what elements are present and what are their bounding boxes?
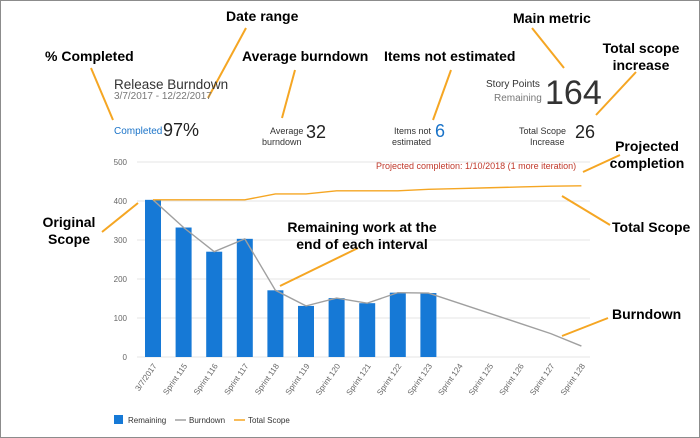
x-tick-label: Sprint 117 — [222, 362, 250, 397]
y-tick-label: 200 — [114, 275, 128, 284]
x-tick-label: Sprint 121 — [345, 362, 374, 397]
callout-projected-completion: Projected completion — [609, 138, 685, 171]
not-estimated-label-1: Items not — [394, 126, 432, 136]
x-tick-label: Sprint 126 — [498, 362, 527, 397]
callout-arrow — [279, 247, 359, 287]
main-metric-label-2: Remaining — [494, 93, 542, 104]
remaining-bar — [236, 238, 253, 357]
callout-arrow — [561, 195, 611, 226]
x-tick-label: Sprint 124 — [436, 362, 465, 397]
callout-burndown: Burndown — [612, 306, 682, 322]
callout-date-range: Date range — [226, 8, 299, 24]
y-tick-label: 100 — [114, 314, 128, 323]
scope-increase-label-2: Increase — [530, 137, 565, 147]
remaining-bar — [389, 292, 406, 357]
projected-completion: Projected completion: 1/10/2018 (1 more … — [376, 161, 577, 171]
y-tick-label: 300 — [114, 236, 128, 245]
main-metric-label-1: Story Points — [486, 79, 540, 90]
callout-arrow — [582, 154, 621, 173]
x-tick-label: Sprint 128 — [559, 362, 588, 397]
legend-burndown-label: Burndown — [189, 416, 225, 425]
burndown-line — [152, 199, 582, 347]
completed-label: Completed — [114, 126, 163, 137]
legend: Remaining Burndown Total Scope — [114, 415, 290, 425]
x-tick-label: Sprint 127 — [528, 362, 557, 397]
callout-total-scope-increase: Total scope increase — [602, 40, 680, 73]
callout-remaining-work: Remaining work at the end of each interv… — [287, 219, 437, 252]
callout-original-scope: Original Scope — [42, 214, 96, 247]
callout-arrow — [90, 67, 114, 121]
callout-arrow — [531, 27, 565, 69]
x-tick-label: Sprint 123 — [406, 362, 435, 397]
y-tick-label: 0 — [123, 353, 128, 362]
card-title: Release Burndown — [114, 77, 229, 92]
callout-avg-burndown: Average burndown — [242, 48, 369, 64]
callout-total-scope: Total Scope — [612, 219, 691, 235]
x-tick-label: Sprint 122 — [375, 362, 404, 397]
avg-burndown-value: 32 — [306, 122, 327, 142]
scope-increase-value: 26 — [575, 122, 596, 142]
x-tick-label: Sprint 118 — [253, 362, 281, 397]
remaining-bar — [298, 305, 314, 357]
legend-remaining-label: Remaining — [128, 416, 166, 425]
x-tick-label: 3/7/2017 — [133, 362, 159, 393]
remaining-bar — [328, 298, 345, 357]
not-estimated-label-2: estimated — [392, 137, 432, 147]
callout-arrow — [207, 27, 247, 99]
callout-arrow — [595, 71, 637, 116]
callout-main-metric: Main metric — [513, 10, 591, 26]
remaining-bar — [206, 251, 223, 357]
remaining-bar — [145, 199, 161, 357]
remaining-bar — [175, 227, 192, 357]
avg-burndown-label-1: Average — [270, 126, 304, 136]
callout-arrow — [561, 317, 609, 337]
x-tick-label: Sprint 119 — [284, 362, 312, 397]
callout-arrow — [281, 69, 296, 119]
total-scope-line — [153, 185, 582, 201]
completed-value: 97% — [163, 120, 200, 140]
x-tick-label: Sprint 116 — [192, 362, 220, 397]
y-tick-label: 400 — [114, 197, 128, 206]
main-metric-value: 164 — [545, 74, 602, 112]
legend-remaining-swatch — [114, 415, 123, 424]
callout-pct-completed: % Completed — [45, 48, 134, 64]
x-tick-label: Sprint 120 — [314, 362, 343, 397]
remaining-bar — [420, 293, 437, 357]
remaining-bar — [359, 303, 376, 357]
scope-increase-label-1: Total Scope — [519, 126, 567, 136]
avg-burndown-label-2: burndown — [262, 137, 302, 147]
card-date-range: 3/7/2017 - 12/22/2017 — [114, 91, 212, 102]
callout-items-not-estimated: Items not estimated — [384, 48, 516, 64]
y-tick-label: 500 — [114, 158, 128, 167]
legend-total-scope-label: Total Scope — [248, 416, 290, 425]
callout-arrow — [101, 202, 139, 233]
remaining-bar — [267, 290, 284, 357]
x-tick-label: Sprint 125 — [467, 362, 496, 397]
not-estimated-value[interactable]: 6 — [435, 121, 446, 141]
x-tick-label: Sprint 115 — [161, 362, 189, 397]
callout-arrow — [432, 69, 452, 121]
